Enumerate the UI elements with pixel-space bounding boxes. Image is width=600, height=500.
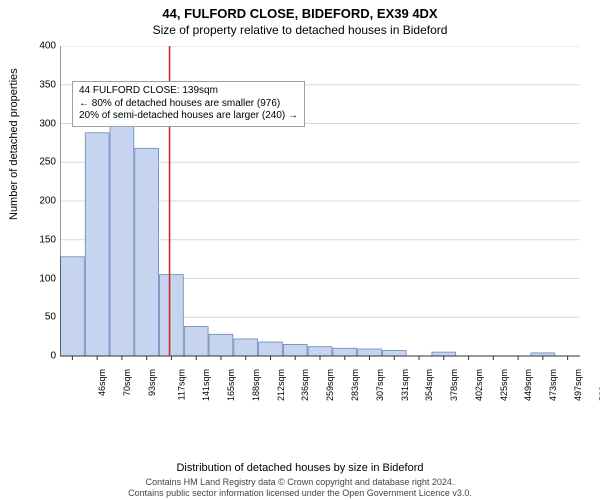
xtick-label: 141sqm — [201, 369, 211, 401]
y-axis-label: Number of detached properties — [8, 68, 20, 220]
x-axis-label: Distribution of detached houses by size … — [0, 462, 600, 474]
xtick-label: 473sqm — [548, 369, 558, 401]
xtick-label: 70sqm — [122, 369, 132, 396]
ytick-label: 50 — [24, 312, 56, 323]
xtick-label: 259sqm — [325, 369, 335, 401]
annotation-box: 44 FULFORD CLOSE: 139sqm ← 80% of detach… — [72, 81, 305, 127]
chart-title: 44, FULFORD CLOSE, BIDEFORD, EX39 4DX — [0, 0, 600, 21]
histogram-bar — [432, 352, 456, 356]
xtick-label: 188sqm — [251, 369, 261, 401]
xtick-label: 425sqm — [499, 369, 509, 401]
xtick-label: 449sqm — [523, 369, 533, 401]
plot-wrap: 44 FULFORD CLOSE: 139sqm ← 80% of detach… — [60, 46, 580, 406]
histogram-bar — [209, 334, 233, 356]
chart-container: 44, FULFORD CLOSE, BIDEFORD, EX39 4DX Si… — [0, 0, 600, 500]
ytick-label: 350 — [24, 79, 56, 90]
histogram-bar — [85, 133, 109, 356]
xtick-label: 402sqm — [474, 369, 484, 401]
histogram-bar — [61, 257, 85, 356]
xtick-label: 354sqm — [424, 369, 434, 401]
footer-line1: Contains HM Land Registry data © Crown c… — [0, 477, 600, 487]
ytick-label: 0 — [24, 351, 56, 362]
xtick-label: 46sqm — [97, 369, 107, 396]
ytick-label: 100 — [24, 273, 56, 284]
histogram-bar — [234, 339, 258, 356]
histogram-bar — [135, 148, 159, 356]
xtick-label: 307sqm — [375, 369, 385, 401]
ytick-label: 300 — [24, 118, 56, 129]
xtick-label: 93sqm — [147, 369, 157, 396]
histogram-bar — [333, 348, 357, 356]
xtick-label: 117sqm — [176, 369, 186, 400]
histogram-bar — [308, 347, 332, 356]
ytick-label: 250 — [24, 157, 56, 168]
histogram-bar — [110, 114, 134, 356]
xtick-label: 378sqm — [449, 369, 459, 401]
footer-line2: Contains public sector information licen… — [0, 488, 600, 498]
histogram-bar — [358, 349, 382, 356]
xtick-label: 283sqm — [350, 369, 360, 401]
footer: Contains HM Land Registry data © Crown c… — [0, 477, 600, 498]
xtick-label: 165sqm — [226, 369, 236, 401]
histogram-bar — [184, 327, 208, 356]
histogram-bar — [160, 275, 184, 356]
annotation-line2: ← 80% of detached houses are smaller (97… — [79, 98, 298, 111]
xtick-label: 212sqm — [276, 369, 286, 401]
chart-subtitle: Size of property relative to detached ho… — [0, 21, 600, 41]
ytick-label: 200 — [24, 196, 56, 207]
histogram-bar — [382, 351, 406, 356]
annotation-line1: 44 FULFORD CLOSE: 139sqm — [79, 85, 298, 98]
xtick-label: 331sqm — [400, 369, 410, 401]
ytick-label: 150 — [24, 234, 56, 245]
xtick-label: 497sqm — [573, 369, 583, 401]
annotation-line3: 20% of semi-detached houses are larger (… — [79, 110, 298, 123]
ytick-label: 400 — [24, 41, 56, 52]
histogram-bar — [283, 344, 307, 356]
xtick-label: 236sqm — [301, 369, 311, 401]
histogram-bar — [259, 342, 283, 356]
